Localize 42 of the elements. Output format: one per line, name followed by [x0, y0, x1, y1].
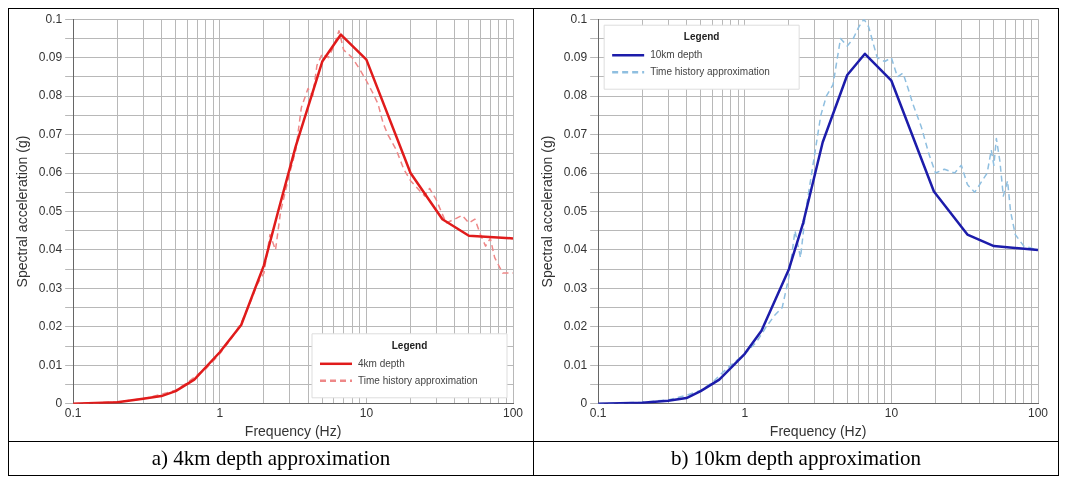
y-tick-label: 0.01 — [563, 357, 588, 372]
y-tick-label: 0.04 — [563, 242, 588, 257]
y-tick-label: 0.03 — [38, 280, 63, 295]
y-tick-label: 0.07 — [38, 126, 63, 141]
x-tick-label: 0.1 — [64, 406, 82, 421]
y-axis-title: Spectral acceleration (g) — [539, 135, 556, 288]
y-tick-label: 0.06 — [563, 165, 588, 180]
y-tick-label: 0 — [55, 396, 63, 411]
x-axis-title: Frequency (Hz) — [769, 423, 867, 440]
y-tick-label: 0.1 — [45, 11, 63, 26]
y-tick-label: 0.04 — [38, 242, 63, 257]
legend-title: Legend — [683, 30, 720, 42]
legend-title: Legend — [391, 339, 428, 351]
y-tick-label: 0.09 — [563, 49, 588, 64]
y-tick-label: 0.06 — [38, 165, 63, 180]
y-tick-label: 0.01 — [38, 357, 63, 372]
y-tick-label: 0.03 — [563, 280, 588, 295]
y-tick-label: 0.08 — [38, 88, 63, 103]
legend-label: 4km depth — [358, 357, 405, 369]
x-tick-label: 10 — [884, 406, 899, 421]
legend-label: Time history approximation — [650, 65, 770, 77]
y-tick-label: 0.09 — [38, 49, 63, 64]
y-tick-label: 0.07 — [563, 126, 588, 141]
x-tick-label: 100 — [1027, 406, 1049, 421]
legend-label: Time history approximation — [358, 374, 478, 386]
y-tick-label: 0.02 — [563, 319, 588, 334]
x-tick-label: 0.1 — [589, 406, 607, 421]
legend-label: 10km depth — [650, 48, 703, 60]
y-tick-label: 0.1 — [570, 11, 588, 26]
x-tick-label: 1 — [216, 406, 224, 421]
text: a) 4km depth approximation — [9, 441, 533, 475]
text: b) 10km depth approximation — [534, 441, 1058, 475]
y-tick-label: 0.08 — [563, 88, 588, 103]
y-tick-label: 0.05 — [563, 203, 588, 218]
x-tick-label: 100 — [502, 406, 524, 421]
x-tick-label: 10 — [359, 406, 374, 421]
y-tick-label: 0.05 — [38, 203, 63, 218]
x-tick-label: 1 — [741, 406, 749, 421]
y-tick-label: 0.02 — [38, 319, 63, 334]
x-axis-title: Frequency (Hz) — [244, 423, 342, 440]
y-axis-title: Spectral acceleration (g) — [14, 135, 31, 288]
y-tick-label: 0 — [580, 396, 588, 411]
